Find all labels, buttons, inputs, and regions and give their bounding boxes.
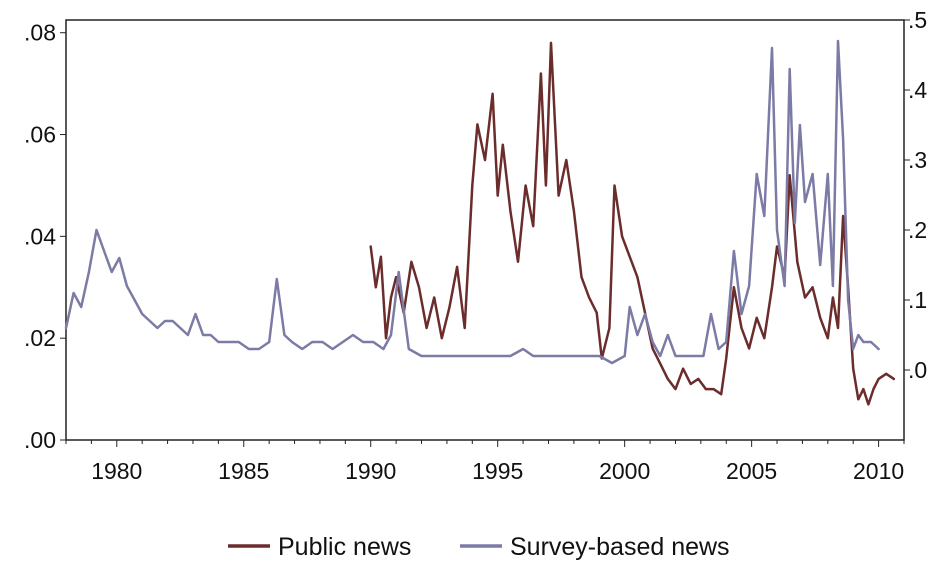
series-line-survey-based-news [64, 39, 880, 365]
right-y-axis-ticks: .0 .1 .2 .3 .4 .5 [904, 7, 927, 383]
left-y-tick-label: .04 [24, 223, 56, 249]
x-tick-label: 1990 [345, 458, 396, 484]
right-y-tick-label: .3 [908, 147, 927, 173]
x-tick-label: 1980 [91, 458, 142, 484]
left-y-tick-label: .08 [24, 20, 56, 46]
x-tick-label: 2010 [853, 458, 904, 484]
left-y-tick-label: .06 [24, 122, 56, 148]
left-y-tick-label: .02 [24, 325, 56, 351]
x-tick-label: 1995 [472, 458, 523, 484]
right-y-tick-label: .1 [908, 287, 927, 313]
x-tick-label: 2005 [726, 458, 777, 484]
legend: Public news Survey-based news [228, 533, 730, 561]
x-tick-label: 2000 [599, 458, 650, 484]
right-y-tick-label: .5 [908, 7, 927, 33]
left-y-axis-ticks: .00 .02 .04 .06 .08 [24, 20, 66, 453]
left-y-tick-label: .00 [24, 427, 56, 453]
x-axis-ticks: 1980 1985 1990 1995 2000 2005 2010 [65, 440, 905, 484]
legend-label-public-news: Public news [278, 533, 411, 561]
series-lines [64, 39, 896, 406]
plot-frame [65, 19, 905, 441]
legend-label-survey-based-news: Survey-based news [510, 533, 730, 561]
right-y-tick-label: .2 [908, 217, 927, 243]
right-y-tick-label: .0 [908, 357, 927, 383]
x-tick-label: 1985 [218, 458, 269, 484]
series-line-public-news [369, 41, 896, 406]
right-y-tick-label: .4 [908, 77, 927, 103]
